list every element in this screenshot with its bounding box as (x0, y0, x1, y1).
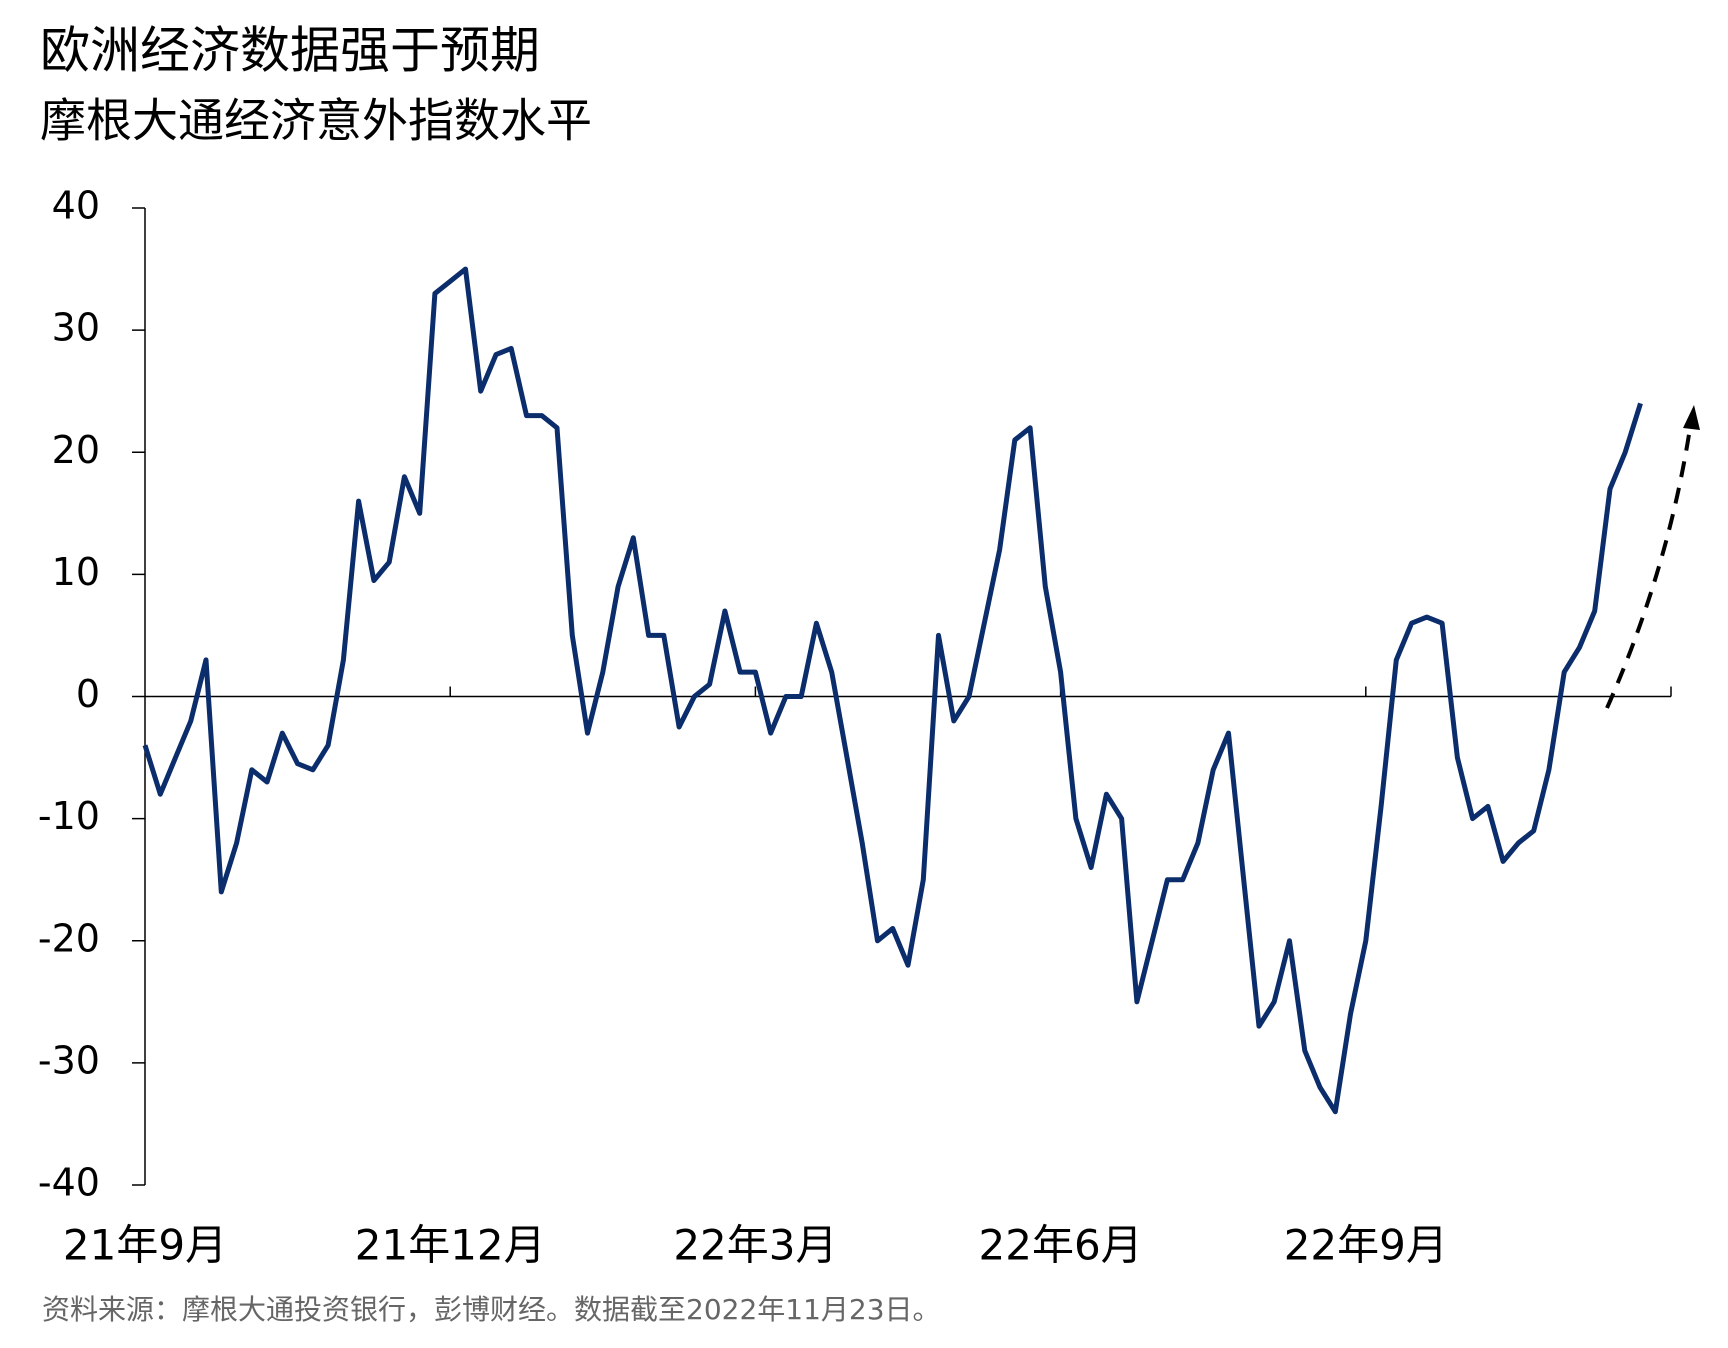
x-tick-label: 22年3月 (673, 1221, 837, 1270)
y-tick-label: -30 (38, 1038, 100, 1082)
y-tick-label: 30 (52, 306, 100, 350)
data-line (142, 266, 1643, 1115)
trend-arrowhead (1683, 405, 1700, 430)
y-tick-label: -20 (38, 916, 100, 960)
y-tick-label: 40 (52, 184, 100, 228)
y-tick-label: 20 (52, 428, 100, 472)
y-tick-label: -40 (38, 1161, 100, 1205)
x-tick-label: 21年12月 (355, 1221, 546, 1270)
x-tick-label: 22年9月 (1284, 1221, 1448, 1270)
source-note: 资料来源：摩根大通投资银行，彭博财经。数据截至2022年11月23日。 (42, 1293, 941, 1326)
chart-subtitle: 摩根大通经济意外指数水平 (40, 94, 592, 148)
x-tick-label: 22年6月 (979, 1221, 1143, 1270)
chart-title: 欧洲经济数据强于预期 (40, 22, 540, 80)
trend-arrow (1605, 427, 1692, 709)
y-tick-label: 10 (52, 550, 100, 594)
y-tick-label: 0 (76, 672, 100, 716)
x-tick-label: 21年9月 (63, 1221, 227, 1270)
y-tick-label: -10 (38, 794, 100, 838)
